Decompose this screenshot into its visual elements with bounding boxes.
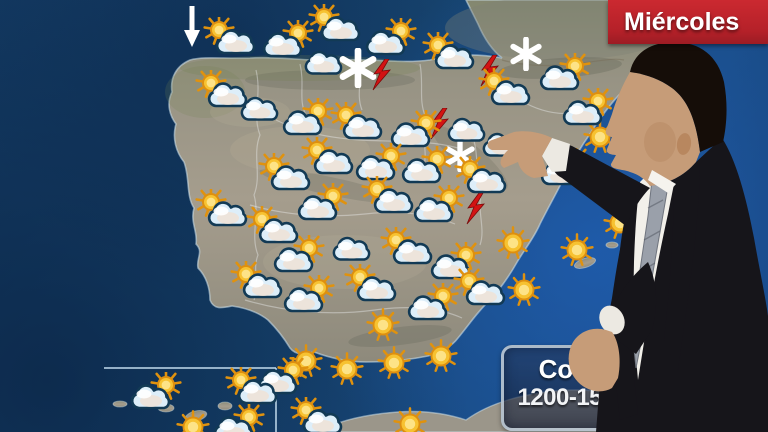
jacket-lapel-right [664,160,700,370]
presenter-hair [630,42,727,152]
presenter-face [605,72,700,186]
presenter-ear [676,133,692,155]
pointing-hand [487,131,552,178]
day-banner: Miércoles [608,0,768,44]
shirt-collar [648,170,676,193]
lower-hand [568,328,620,392]
presenter-cheek-shade [644,122,676,162]
lower-cuff [599,305,625,335]
day-label: Miércoles [624,7,740,36]
